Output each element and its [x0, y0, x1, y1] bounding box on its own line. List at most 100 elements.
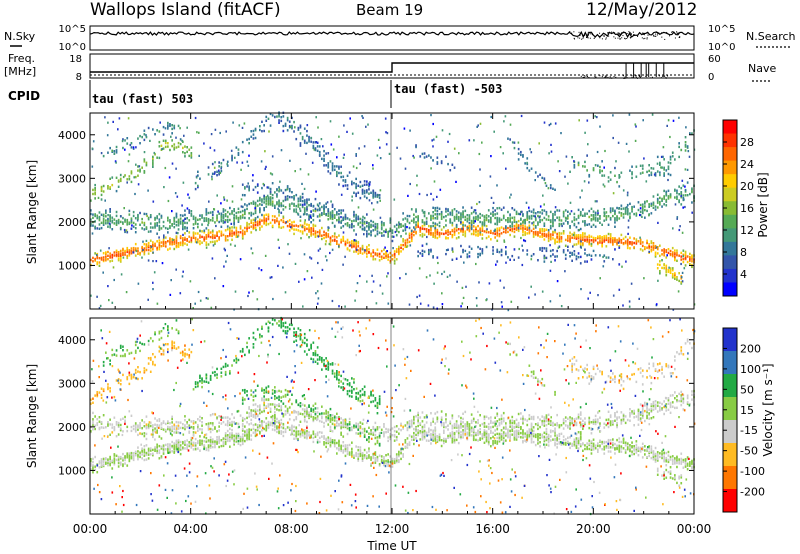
scatter-cell	[299, 142, 302, 145]
scatter-cell	[573, 253, 576, 256]
power-ylabel: Slant Range [km]	[25, 160, 39, 264]
scatter-cell	[492, 210, 494, 214]
scatter-cell	[211, 210, 214, 214]
scatter-cell	[515, 223, 518, 226]
scatter-cell	[682, 460, 685, 464]
scatter-cell	[676, 197, 678, 200]
scatter-cell	[186, 443, 188, 447]
scatter-cell	[162, 147, 165, 150]
scatter-cell	[590, 218, 593, 221]
scatter-cell	[244, 212, 246, 216]
scatter-cell	[357, 191, 360, 194]
scatter-cell	[162, 448, 165, 451]
scatter-cell	[329, 172, 332, 175]
noise-cell	[642, 119, 644, 122]
scatter-cell	[252, 218, 255, 222]
scatter-cell	[141, 245, 143, 249]
scatter-cell	[603, 440, 606, 444]
scatter-cell	[160, 241, 163, 244]
scatter-cell	[669, 173, 672, 177]
scatter-cell	[552, 215, 554, 218]
scatter-cell	[380, 226, 383, 229]
noise-cell	[587, 297, 589, 300]
scatter-cell	[539, 220, 541, 224]
scatter-cell	[432, 221, 434, 225]
scatter-cell	[220, 444, 223, 448]
noise-cell	[550, 260, 552, 263]
scatter-cell	[336, 236, 338, 239]
power-heatmap	[90, 111, 696, 312]
nave-dot	[588, 77, 590, 79]
scatter-cell	[665, 269, 668, 272]
scatter-cell	[175, 445, 178, 448]
scatter-cell	[380, 223, 383, 227]
noise-cell	[446, 275, 449, 278]
scatter-cell	[436, 236, 439, 240]
noise-cell	[220, 167, 222, 170]
noise-cell	[338, 209, 340, 212]
scatter-cell	[498, 206, 501, 210]
scatter-cell	[635, 214, 638, 217]
nsearch-dot	[647, 34, 649, 36]
scatter-cell	[579, 243, 582, 247]
noise-cell	[495, 263, 497, 266]
scatter-cell	[117, 185, 120, 188]
noise-cell	[219, 171, 222, 174]
scatter-cell	[171, 124, 173, 127]
noise-cell	[461, 286, 464, 289]
scatter-cell	[492, 213, 494, 216]
scatter-cell	[154, 446, 156, 449]
scatter-cell	[190, 239, 193, 242]
scatter-cell	[259, 220, 261, 224]
scatter-cell	[616, 218, 618, 222]
noise-cell	[639, 207, 642, 210]
scatter-cell	[299, 435, 302, 438]
scatter-cell	[363, 448, 366, 452]
scatter-cell	[571, 233, 573, 236]
scatter-cell	[612, 209, 614, 212]
scatter-cell	[637, 454, 640, 457]
scatter-cell	[376, 201, 379, 204]
scatter-cell	[201, 439, 203, 442]
scatter-cell	[92, 188, 94, 192]
scatter-cell	[175, 235, 178, 238]
noise-cell	[678, 116, 680, 119]
scatter-cell	[173, 444, 176, 447]
noise-cell	[247, 294, 249, 298]
scatter-cell	[233, 209, 235, 213]
scatter-cell	[344, 180, 347, 184]
scatter-cell	[453, 431, 456, 435]
scatter-cell	[494, 213, 496, 216]
scatter-cell	[631, 176, 633, 180]
scatter-cell	[667, 197, 670, 200]
scatter-cell	[325, 205, 327, 209]
scatter-cell	[438, 207, 441, 210]
scatter-cell	[124, 462, 126, 465]
scatter-cell	[160, 245, 163, 248]
scatter-cell	[169, 241, 171, 244]
scatter-cell	[147, 451, 150, 454]
noise-cell	[203, 142, 205, 145]
scatter-cell	[218, 435, 220, 439]
scatter-cell	[400, 457, 402, 461]
scatter-cell	[143, 223, 146, 227]
scatter-cell	[505, 226, 507, 229]
scatter-cell	[376, 233, 379, 236]
noise-cell	[343, 124, 345, 127]
scatter-cell	[98, 218, 101, 222]
scatter-cell	[586, 254, 588, 257]
scatter-cell	[590, 225, 593, 228]
scatter-cell	[425, 155, 428, 158]
scatter-cell	[297, 203, 300, 206]
scatter-cell	[629, 449, 631, 453]
scatter-cell	[353, 456, 355, 459]
scatter-cell	[451, 248, 454, 252]
scatter-cell	[344, 242, 347, 245]
scatter-cell	[492, 249, 494, 252]
scatter-cell	[346, 187, 349, 190]
scatter-cell	[462, 250, 464, 254]
scatter-cell	[564, 253, 567, 257]
scatter-cell	[284, 428, 287, 431]
noise-cell	[437, 261, 439, 265]
scatter-cell	[340, 165, 342, 168]
